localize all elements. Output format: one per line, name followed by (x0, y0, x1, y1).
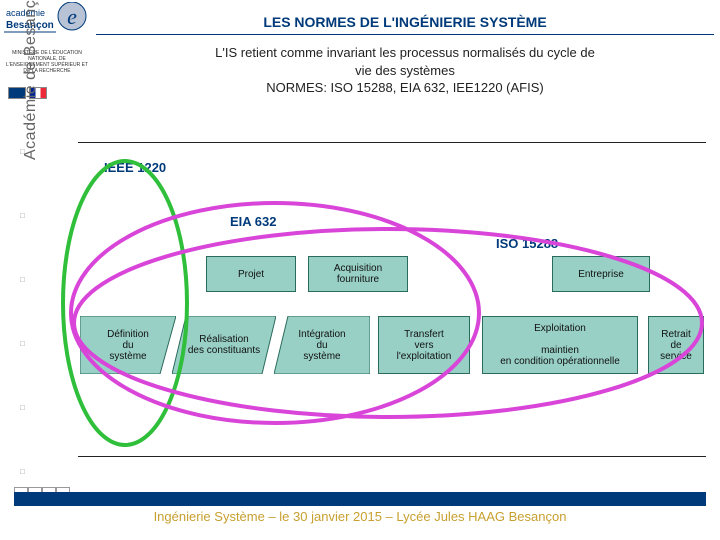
diagram-top-line (78, 142, 706, 143)
vertical-academy-label: Académie de Besançon (22, 0, 46, 160)
title-underline (96, 34, 714, 35)
ellipse-iso (70, 224, 706, 422)
intro-line-3: NORMES: ISO 15288, EIA 632, IEE1220 (AFI… (266, 80, 543, 95)
svg-text:e: e (67, 4, 77, 29)
bullet-markers: □□□□□□ (20, 120, 25, 504)
academie-logo: e académie Besançon (4, 2, 92, 44)
diagram-bottom-line (78, 456, 706, 457)
intro-text: L'IS retient comme invariant les process… (96, 44, 714, 97)
footer-text: Ingénierie Système – le 30 janvier 2015 … (14, 509, 706, 524)
ministry-text: MINISTÈRE DE L'ÉDUCATION NATIONALE, DE L… (6, 50, 88, 74)
page-title: LES NORMES DE L'INGÉNIERIE SYSTÈME (96, 14, 714, 30)
intro-line-1: L'IS retient comme invariant les process… (215, 45, 595, 60)
intro-line-2: vie des systèmes (355, 63, 455, 78)
flag-icons (8, 82, 88, 104)
standards-diagram: IEEE 1220 EIA 632 ISO 15288 Projet Acqui… (64, 128, 712, 458)
footer-bar (14, 492, 706, 506)
footer-squares (14, 482, 74, 492)
